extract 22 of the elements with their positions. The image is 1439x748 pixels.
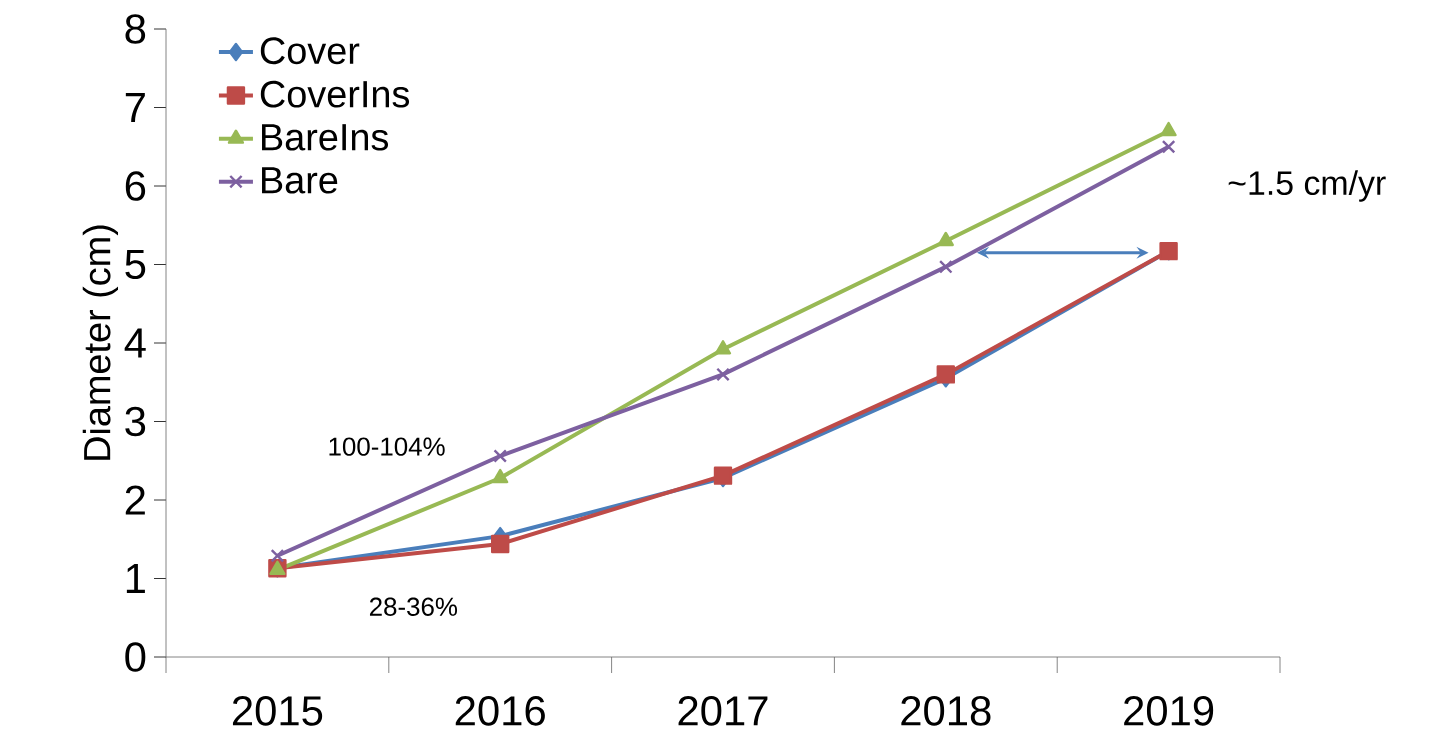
- y-tick-label: 5: [125, 249, 146, 280]
- x-tick-label: 2017: [678, 696, 768, 726]
- x-tick-label: 2015: [232, 696, 323, 726]
- y-tick-label: 8: [125, 14, 146, 44]
- annotation: 28-36%: [369, 597, 458, 616]
- y-tick-label: 2: [125, 485, 145, 515]
- y-axis-title: Diameter (cm): [82, 225, 119, 460]
- y-tick-label: 4: [124, 328, 146, 358]
- y-tick-label: 3: [125, 406, 146, 437]
- y-tick-label: 1: [126, 564, 145, 593]
- x-tick-label: 2019: [1124, 696, 1214, 726]
- legend-label: CoverIns: [260, 80, 410, 108]
- x-tick-label: 2018: [901, 696, 991, 726]
- x-tick-label: 2016: [455, 696, 545, 726]
- y-tick-label: 7: [125, 93, 145, 122]
- y-tick-label: 0: [125, 642, 146, 672]
- legend-label: BareIns: [262, 124, 389, 151]
- annotation: 100-104%: [329, 437, 445, 456]
- y-tick-label: 6: [125, 171, 146, 201]
- legend-label: Bare: [262, 167, 338, 194]
- legend-label: Cover: [260, 37, 360, 65]
- annotation: ~1.5 cm/yr: [1228, 170, 1386, 202]
